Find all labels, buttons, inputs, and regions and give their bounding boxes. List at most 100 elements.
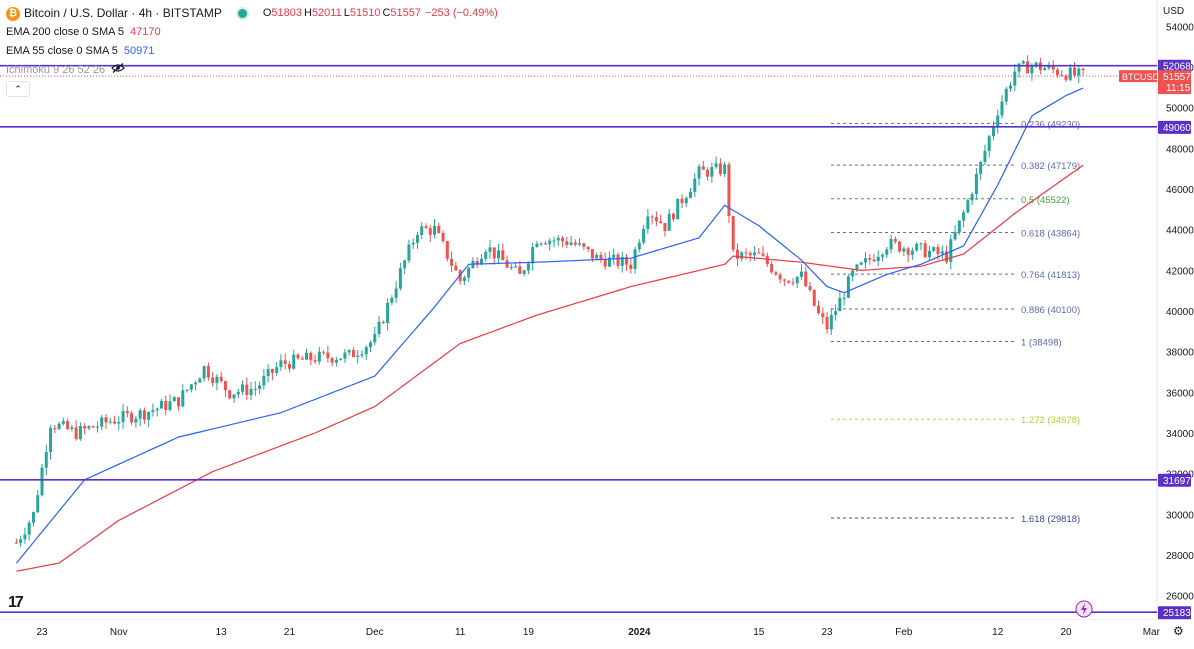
candle-body [287,363,291,369]
y-tick-label: 54000 [1166,22,1194,33]
candle-body [390,297,394,303]
candle-body [774,272,778,275]
candle-body [138,410,142,419]
candle-body [40,467,44,496]
candle-body [262,376,266,386]
ichimoku-row[interactable]: Ichimoku 9 26 52 26 [6,61,498,80]
candle-body [676,198,680,220]
tradingview-logo[interactable]: 17 [8,594,24,611]
candle-body [87,426,91,429]
market-status-icon[interactable] [235,7,249,20]
candle-body [723,164,727,175]
candle-body [846,276,850,298]
candle-body [561,237,565,242]
candle-body [953,232,957,240]
bar-countdown: 11:15 [1166,83,1191,94]
fib-level-label: 0.236 (49230) [1021,119,1080,130]
candle-body [804,271,808,287]
candle-body [168,401,172,410]
candle-body [57,423,61,429]
fib-level-label: 1 (38498) [1021,338,1062,349]
y-tick-label: 48000 [1166,144,1194,155]
y-tick-label: 28000 [1166,551,1194,562]
candle-body [44,452,48,468]
ema200-name: EMA 200 close 0 SMA 5 [6,26,125,38]
ema55-value: 50971 [123,45,155,57]
candle-body [479,258,483,265]
candle-body [1051,65,1055,70]
fib-level-label: 0.5 (45522) [1021,195,1070,206]
candle-body [492,247,496,259]
symbol-tag-label: BTCUSD [1122,72,1160,82]
last-price-tag [1158,70,1191,95]
y-tick-label: 34000 [1166,429,1194,440]
close-value: 51557 [390,7,421,19]
time-axis[interactable] [0,620,1157,649]
candle-body [1000,101,1004,116]
x-tick-label: 11 [455,627,466,638]
gear-icon[interactable]: ⚙ [1173,624,1184,638]
candle-body [313,360,317,362]
candle-body [219,376,223,382]
fibonacci-retracement[interactable]: 0.236 (49230) 0.382 (47179) 0.5 (45522) 0.6… [831,119,1080,525]
candle-body [620,256,624,266]
horizontal-line-price: 49060 [1163,123,1191,134]
price-axis[interactable] [1157,0,1194,649]
fib-level-label: 1.272 (34678) [1021,415,1080,426]
candle-body [373,333,377,343]
candle-body [663,223,667,231]
lightning-icon[interactable] [1075,600,1093,618]
horizontal-line-tag [1158,59,1191,73]
candle-body [940,251,944,254]
symbol-title[interactable]: Bitcoin / U.S. Dollar · 4h · BITSTAMP [24,6,222,20]
candle-body [735,249,739,259]
candle-body [185,389,189,391]
ema200-row[interactable]: EMA 200 close 0 SMA 5 47170 [6,23,498,42]
ema55-row[interactable]: EMA 55 close 0 SMA 5 50971 [6,42,498,61]
candle-body [556,237,560,241]
candle-body [701,166,705,170]
candle-body [526,263,530,271]
candle-body [351,350,355,357]
candle-body [966,200,970,213]
candle-body [710,167,714,177]
candle-body [970,194,974,201]
collapse-legend-button[interactable]: ⌃ [6,81,30,97]
candle-body [872,259,876,262]
candle-body [859,262,863,265]
candle-body [718,163,722,175]
candle-body [279,360,283,368]
candle-body [454,265,458,271]
candle-body [497,250,501,259]
currency-label[interactable]: USD [1163,6,1185,17]
candle-body [198,378,202,383]
candle-body [403,260,407,269]
fib-level-label: 0.764 (41813) [1021,270,1080,281]
candle-body [650,216,654,218]
candle-body [223,381,227,391]
candle-body [795,276,799,284]
candle-body [902,248,906,252]
candle-body [731,215,735,250]
candle-body [1030,65,1034,74]
candle-body [66,420,70,429]
candle-body [893,238,897,242]
candle-body [1043,68,1047,71]
candle-body [590,249,594,259]
fib-level-label: 1.618 (29818) [1021,514,1080,525]
candle-body [770,264,774,273]
candle-body [578,243,582,245]
candle-body [61,420,65,424]
candle-body [906,248,910,255]
eye-hidden-icon[interactable] [111,61,125,80]
candle-body [535,243,539,248]
candle-body [1064,75,1068,80]
candle-body [1009,85,1013,89]
candle-body [172,397,176,402]
candle-body [983,150,987,162]
candle-body [616,254,620,266]
candle-body [671,213,675,220]
candle-body [633,249,637,269]
candle-body [381,321,385,324]
